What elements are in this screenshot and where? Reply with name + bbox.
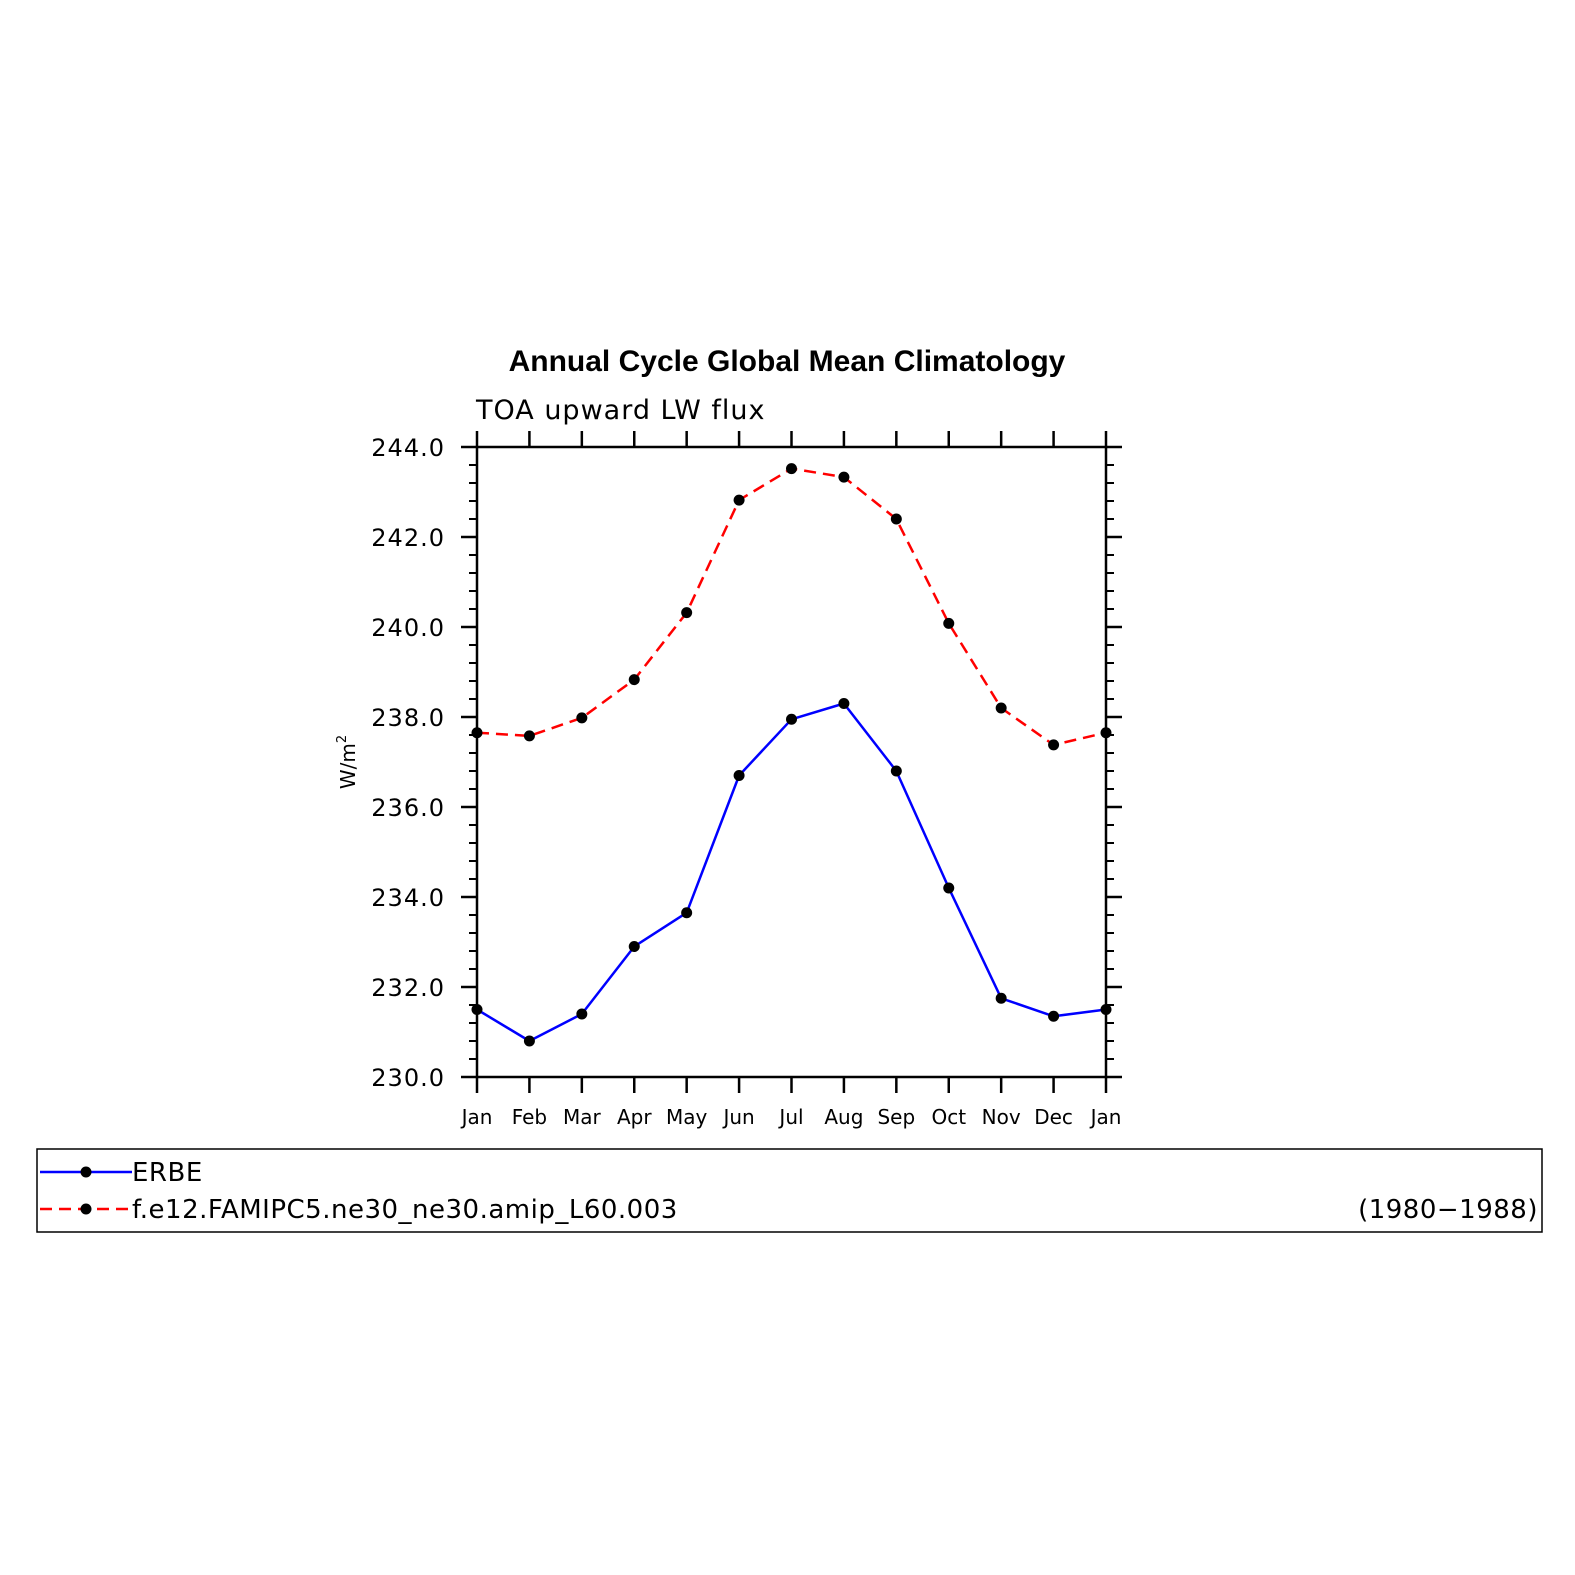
series-1-point (838, 471, 850, 483)
series-0-point (995, 992, 1007, 1004)
series-1-point (733, 494, 745, 506)
series-0-point (628, 941, 640, 952)
x-tick-label: Sep (877, 1105, 915, 1129)
legend-label-erbe: ERBE (132, 1158, 203, 1188)
legend-marker-erbe (80, 1166, 92, 1178)
series-1-point (890, 513, 902, 525)
y-axis-label: W/m2 (335, 735, 360, 789)
y-tick-label: 240.0 (371, 614, 445, 642)
legend-marker-model (80, 1203, 92, 1215)
series-line-1 (476, 467, 1107, 747)
series-0-point (786, 713, 797, 725)
x-tick-label: Jan (1089, 1105, 1122, 1129)
x-tick-label: Aug (824, 1105, 863, 1129)
y-tick-label: 232.0 (371, 974, 445, 1002)
series-0-point (576, 1008, 588, 1020)
x-tick-label: May (666, 1105, 708, 1129)
series-1-point (681, 607, 693, 619)
series-0-point (733, 770, 745, 781)
series-0-point (681, 907, 693, 919)
y-axis: 230.0 232.0 234.0 236.0 238.0 240.0 242.0 244.0 (371, 434, 1122, 1092)
y-tick-label: 230.0 (371, 1064, 445, 1092)
series-layer (471, 463, 1112, 1047)
x-tick-label: Nov (982, 1105, 1021, 1129)
series-1-point (1100, 727, 1112, 739)
series-1-point (471, 727, 483, 739)
x-tick-label: Dec (1034, 1105, 1073, 1129)
series-0-point (523, 1035, 535, 1047)
y-tick-label: 236.0 (371, 794, 445, 822)
series-1-point (1048, 739, 1060, 751)
series-1-point (523, 730, 535, 742)
y-axis-label-text: W/m (336, 743, 360, 789)
series-1-point (995, 702, 1007, 714)
series-0-point (1048, 1010, 1060, 1022)
series-0-point (943, 882, 955, 894)
legend: ERBE f.e12.FAMIPC5.ne30_ne30.amip_L60.00… (36, 1148, 1543, 1233)
plot-border (475, 445, 1108, 1079)
y-axis-label-superscript: 2 (335, 735, 350, 743)
series-1-point (786, 463, 797, 475)
x-tick-label: Jun (721, 1105, 754, 1129)
series-0-point (890, 765, 902, 777)
x-tick-label: Oct (931, 1105, 966, 1129)
series-1-point (943, 617, 955, 629)
y-tick-label: 238.0 (371, 704, 445, 732)
x-axis: Jan Feb Mar Apr May Jun Jul Aug Sep Oct Nov Dec Jan (460, 431, 1122, 1129)
x-tick-label: Feb (512, 1105, 547, 1129)
series-1-point (628, 674, 640, 686)
x-tick-label: Jan (460, 1105, 493, 1129)
chart-subtitle: TOA upward LW flux (475, 395, 766, 426)
plot-frame (475, 445, 1108, 1079)
series-0-point (1100, 1004, 1112, 1015)
y-tick-label: 244.0 (371, 434, 445, 462)
series-0-point (838, 698, 850, 709)
series-1-point (576, 712, 588, 724)
y-tick-label: 234.0 (371, 884, 445, 912)
legend-box (36, 1148, 1543, 1233)
legend-label-model: f.e12.FAMIPC5.ne30_ne30.amip_L60.003 (132, 1195, 678, 1225)
x-tick-label: Apr (617, 1105, 652, 1129)
y-tick-label: 242.0 (371, 524, 445, 552)
x-tick-label: Jul (777, 1105, 803, 1129)
series-0-point (471, 1004, 483, 1015)
legend-period-note: (1980−1988) (1358, 1195, 1538, 1225)
chart-title: Annual Cycle Global Mean Climatology (509, 345, 1066, 378)
x-tick-label: Mar (563, 1105, 602, 1129)
series-line-0 (476, 702, 1107, 1043)
